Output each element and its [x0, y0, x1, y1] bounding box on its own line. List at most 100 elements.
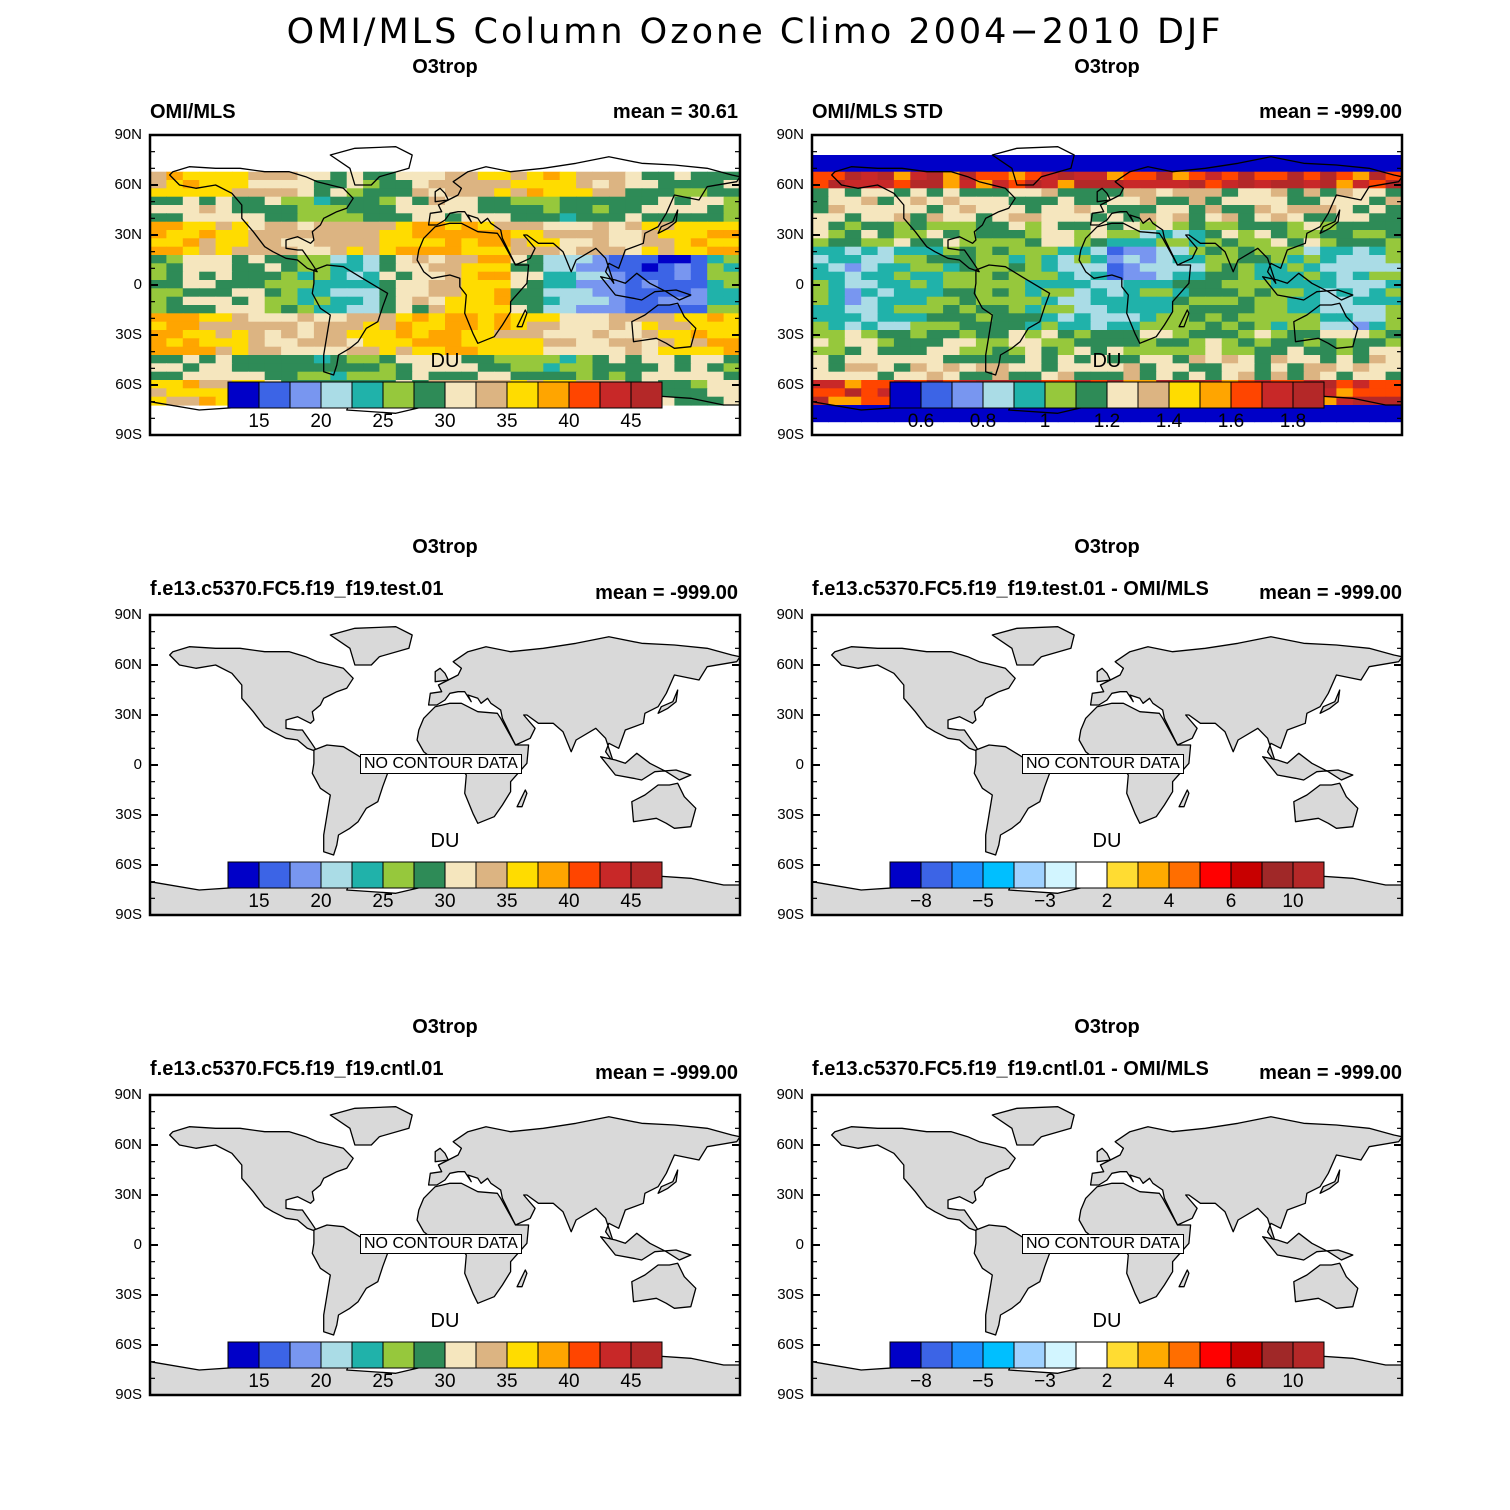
contour-cell: [1352, 255, 1370, 264]
colorbar-units: DU: [1092, 1310, 1122, 1332]
contour-cell: [926, 288, 944, 298]
contour-cell: [559, 196, 577, 206]
contour-cell: [1336, 221, 1354, 231]
colorbar-swatch: [1168, 1341, 1201, 1369]
contour-cell: [625, 238, 643, 248]
contour-cell: [625, 213, 643, 223]
contour-cell: [576, 330, 594, 339]
contour-cell: [1041, 280, 1059, 289]
contour-cell: [363, 205, 381, 214]
contour-cell: [861, 180, 879, 189]
contour-cell: [576, 246, 594, 256]
contour-cell: [412, 296, 430, 306]
contour-cell: [313, 363, 331, 373]
contour-cell: [166, 346, 184, 356]
contour-cell: [674, 355, 692, 364]
contour-cell: [461, 238, 479, 248]
contour-cell: [477, 263, 495, 273]
contour-cell: [641, 355, 659, 364]
contour-cell: [182, 363, 200, 373]
contour-cell: [1074, 213, 1092, 223]
contour-cell: [1107, 188, 1124, 198]
contour-cell: [1254, 171, 1272, 181]
contour-cell: [943, 338, 961, 348]
contour-cell: [625, 305, 643, 314]
contour-cell: [926, 180, 944, 189]
contour-cell: [526, 188, 544, 198]
contour-cell: [199, 380, 217, 389]
contour-cell: [812, 188, 829, 198]
contour-cell: [1385, 388, 1403, 398]
contour-cell: [1287, 321, 1305, 331]
contour-cell: [1287, 263, 1305, 273]
contour-cell: [1107, 205, 1124, 214]
contour-cell: [1254, 205, 1272, 214]
contour-cell: [812, 263, 829, 273]
contour-cell: [461, 171, 479, 181]
contour-cell: [1090, 188, 1108, 198]
colorbar-swatch: [444, 381, 477, 409]
contour-cell: [877, 396, 895, 406]
contour-cell: [1057, 271, 1075, 281]
contour-cell: [1074, 196, 1092, 206]
contour-cell: [877, 413, 895, 423]
contour-cell: [723, 296, 741, 306]
contour-cell: [625, 196, 643, 206]
contour-cell: [992, 213, 1010, 223]
contour-cell: [658, 396, 676, 406]
contour-cell: [494, 363, 512, 373]
contour-cell: [1369, 280, 1387, 289]
contour-cell: [1254, 163, 1272, 173]
contour-cell: [1008, 171, 1026, 181]
contour-cell: [330, 171, 348, 181]
contour-cell: [1254, 355, 1272, 364]
contour-cell: [1369, 188, 1387, 198]
panel-title: O3trop: [1074, 536, 1140, 558]
contour-cell: [1123, 271, 1141, 281]
contour-cell: [1270, 363, 1288, 373]
contour-cell: [812, 280, 829, 289]
contour-cell: [943, 205, 961, 214]
contour-cell: [877, 213, 895, 223]
contour-cell: [1254, 238, 1272, 248]
contour-cell: [926, 271, 944, 281]
map-panel-2: O3trop OMI/MLS STD mean = -999.00 90N 60N 30N…: [776, 0, 1510, 480]
contour-cell: [1385, 413, 1403, 423]
contour-cell: [707, 355, 725, 364]
contour-cell: [182, 188, 200, 198]
contour-cell: [510, 188, 528, 198]
contour-cell: [363, 271, 381, 281]
contour-cell: [1238, 230, 1256, 239]
continent-uk: [1096, 667, 1111, 683]
contour-cell: [1074, 321, 1092, 331]
contour-cell: [526, 296, 544, 306]
contour-cell: [674, 255, 692, 264]
contour-cell: [828, 188, 846, 198]
contour-cell: [297, 271, 315, 281]
contour-cell: [1139, 230, 1157, 239]
contour-cell: [1041, 363, 1059, 373]
contour-cell: [1156, 246, 1174, 256]
contour-cell: [658, 196, 676, 206]
contour-cell: [379, 205, 397, 214]
contour-cell: [395, 305, 413, 314]
colorbar-swatch: [1230, 381, 1263, 409]
contour-cell: [248, 288, 266, 298]
contour-cell: [828, 305, 846, 314]
contour-cell: [861, 155, 879, 164]
contour-cell: [330, 321, 348, 331]
contour-cell: [1123, 163, 1141, 173]
contour-cell: [1287, 230, 1305, 239]
contour-cell: [248, 221, 266, 231]
contour-cell: [861, 171, 879, 181]
contour-cell: [379, 213, 397, 223]
contour-cell: [844, 238, 862, 248]
contour-cell: [1025, 296, 1043, 306]
contour-cell: [379, 271, 397, 281]
contour-cell: [1008, 213, 1026, 223]
contour-cell: [379, 296, 397, 306]
continent-greenland: [991, 1106, 1075, 1146]
contour-cell: [690, 338, 708, 348]
contour-cell: [297, 321, 315, 331]
contour-cell: [576, 230, 594, 239]
